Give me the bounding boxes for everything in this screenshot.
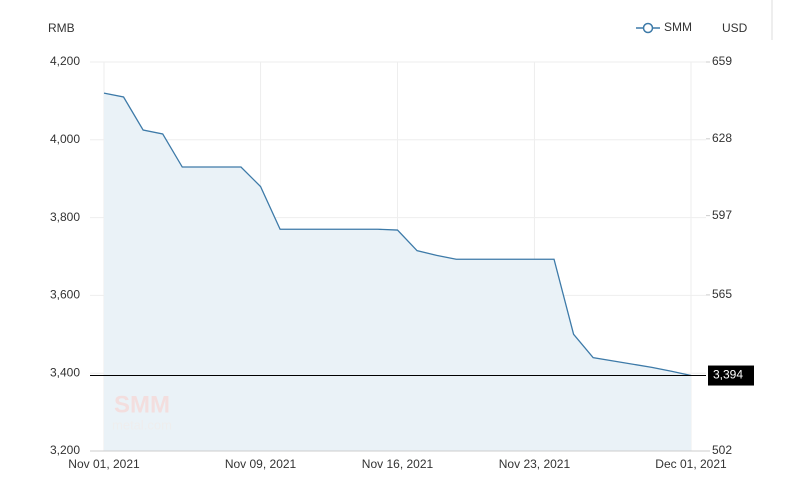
y2-tick-label: 502 [712,443,732,457]
y2-tick-label: 659 [712,54,732,68]
legend-label[interactable]: SMM [664,20,692,34]
watermark: SMM [114,391,170,418]
y-tick-label: 3,200 [50,443,80,457]
current-value-label: 3,394 [713,368,743,382]
x-tick-label: Nov 23, 2021 [499,457,571,471]
y2-axis-label: USD [722,21,748,35]
area [104,93,691,452]
current-value-box [708,365,754,386]
y-axis-label: RMB [48,21,75,35]
legend-marker [642,22,654,34]
y-tick-label: 4,200 [50,54,80,68]
y-tick-label: 4,000 [50,132,80,146]
y-tick-label: 3,600 [50,288,80,302]
x-tick-label: Dec 01, 2021 [655,457,727,471]
watermark: metal.com [112,417,172,432]
line [103,92,692,377]
x-tick-label: Nov 09, 2021 [225,457,297,471]
y2-tick-label: 597 [712,208,732,222]
x-tick-label: Nov 01, 2021 [68,457,140,471]
y-tick-label: 3,800 [50,210,80,224]
y2-tick-label: 565 [712,287,732,301]
y2-tick-label: 628 [712,131,732,145]
y-tick-label: 3,400 [50,365,80,379]
x-tick-label: Nov 16, 2021 [362,457,434,471]
